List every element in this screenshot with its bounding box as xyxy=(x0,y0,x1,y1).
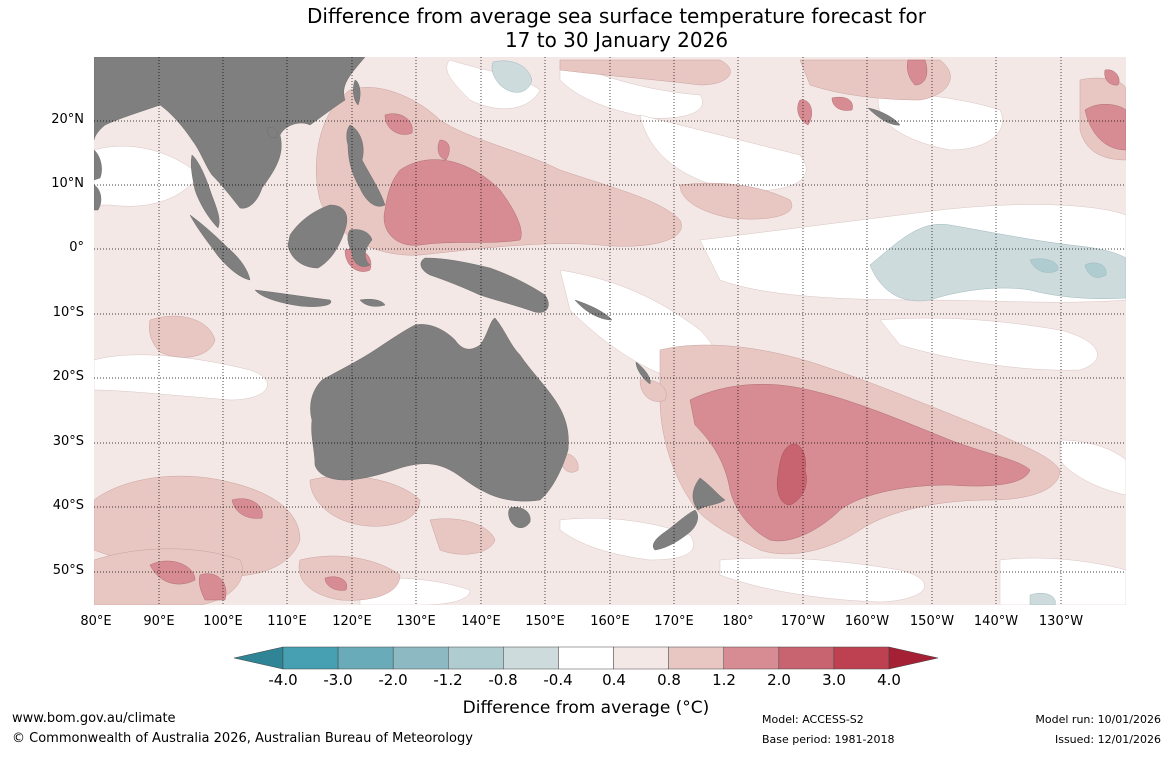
footer-copyright: © Commonwealth of Australia 2026, Austra… xyxy=(12,731,473,746)
colorbar-segment xyxy=(558,646,614,670)
tasmania xyxy=(508,507,531,528)
footer-url[interactable]: www.bom.gov.au/climate xyxy=(12,711,176,726)
colorbar-segment xyxy=(282,646,339,670)
colorbar-segment xyxy=(833,646,890,670)
colorbar-tick: 1.2 xyxy=(712,671,736,689)
title-line-2: 17 to 30 January 2026 xyxy=(504,28,729,52)
india-tip xyxy=(94,149,102,181)
lat-label-10n: 10°N xyxy=(51,176,84,191)
lon-label-170e: 170°E xyxy=(654,614,694,629)
lon-label-130w: 130°W xyxy=(1038,614,1084,629)
lon-label-170w: 170°W xyxy=(780,614,826,629)
strong-anomaly-regions xyxy=(149,59,1126,601)
map-title: Difference from average sea surface temp… xyxy=(0,4,1173,52)
asia-mainland xyxy=(94,57,366,209)
negative-anomaly-regions xyxy=(491,60,1126,605)
lon-label-80e: 80°E xyxy=(80,614,112,629)
title-line-1: Difference from average sea surface temp… xyxy=(306,4,926,28)
lat-label-20s: 20°S xyxy=(52,369,84,384)
lat-label-10s: 10°S xyxy=(52,305,84,320)
colorbar-segment xyxy=(503,646,559,670)
colorbar-tick: 0.8 xyxy=(657,671,681,689)
footer-issued: Issued: 12/01/2026 xyxy=(1054,733,1161,746)
colorbar-tick: -2.0 xyxy=(378,671,408,689)
colorbar-segment xyxy=(613,646,669,670)
lon-label-150w: 150°W xyxy=(909,614,955,629)
sri-lanka xyxy=(94,184,102,211)
colorbar-high-arrow xyxy=(888,646,939,670)
lon-label-160w: 160°W xyxy=(844,614,890,629)
colorbar-tick: 4.0 xyxy=(877,671,901,689)
colorbar-title: Difference from average (°C) xyxy=(462,698,710,718)
colorbar-tick: -0.4 xyxy=(543,671,573,689)
new-caledonia xyxy=(635,361,651,385)
lon-label-140w: 140°W xyxy=(973,614,1019,629)
lon-label-120e: 120°E xyxy=(332,614,372,629)
philippines xyxy=(346,124,386,207)
footer-model: Model: ACCESS-S2 xyxy=(762,713,864,726)
lon-label-100e: 100°E xyxy=(203,614,243,629)
lon-label-140e: 140°E xyxy=(461,614,501,629)
lon-label-130e: 130°E xyxy=(396,614,436,629)
lat-label-40s: 40°S xyxy=(52,498,84,513)
footer-model-run: Model run: 10/01/2026 xyxy=(1035,713,1161,726)
graticule xyxy=(94,57,1126,605)
colorbar-segment xyxy=(723,646,780,670)
lon-label-90e: 90°E xyxy=(143,614,175,629)
colorbar-low-arrow xyxy=(233,646,284,670)
solomon-islands xyxy=(574,299,613,321)
very-strong-anomaly-regions xyxy=(776,443,807,506)
colorbar-tick: 0.4 xyxy=(602,671,626,689)
java xyxy=(254,289,332,307)
sulawesi xyxy=(347,229,373,267)
lat-label-0: 0° xyxy=(69,240,84,255)
sumatra xyxy=(189,214,251,281)
new-guinea xyxy=(420,257,549,313)
colorbar-segment xyxy=(778,646,835,670)
colorbar-tick: -4.0 xyxy=(268,671,298,689)
lon-label-160e: 160°E xyxy=(590,614,630,629)
colorbar-segment xyxy=(392,646,449,670)
colorbar-segment xyxy=(448,646,504,670)
footer-base-period: Base period: 1981-2018 xyxy=(762,733,895,746)
colorbar-segment xyxy=(337,646,394,670)
lon-label-150e: 150°E xyxy=(525,614,565,629)
lat-label-50s: 50°S xyxy=(52,563,84,578)
taiwan xyxy=(353,79,361,106)
timor xyxy=(359,298,386,307)
near-zero-regions xyxy=(94,59,1126,605)
lon-label-110e: 110°E xyxy=(267,614,307,629)
australia xyxy=(310,317,569,502)
hainan xyxy=(267,127,278,139)
colorbar xyxy=(233,646,939,670)
colorbar-tick: -0.8 xyxy=(488,671,518,689)
colorbar-segment xyxy=(668,646,724,670)
borneo xyxy=(287,204,348,269)
lat-label-20n: 20°N xyxy=(51,112,84,127)
colorbar-tick: -1.2 xyxy=(433,671,463,689)
malay-peninsula xyxy=(190,154,220,229)
colorbar-tick: 3.0 xyxy=(822,671,846,689)
colorbar-tick: 2.0 xyxy=(767,671,791,689)
lat-label-30s: 30°S xyxy=(52,434,84,449)
nz-north-island xyxy=(692,477,726,511)
lon-label-180: 180° xyxy=(722,614,754,629)
land-masses xyxy=(94,57,901,551)
colorbar-tick: -3.0 xyxy=(323,671,353,689)
